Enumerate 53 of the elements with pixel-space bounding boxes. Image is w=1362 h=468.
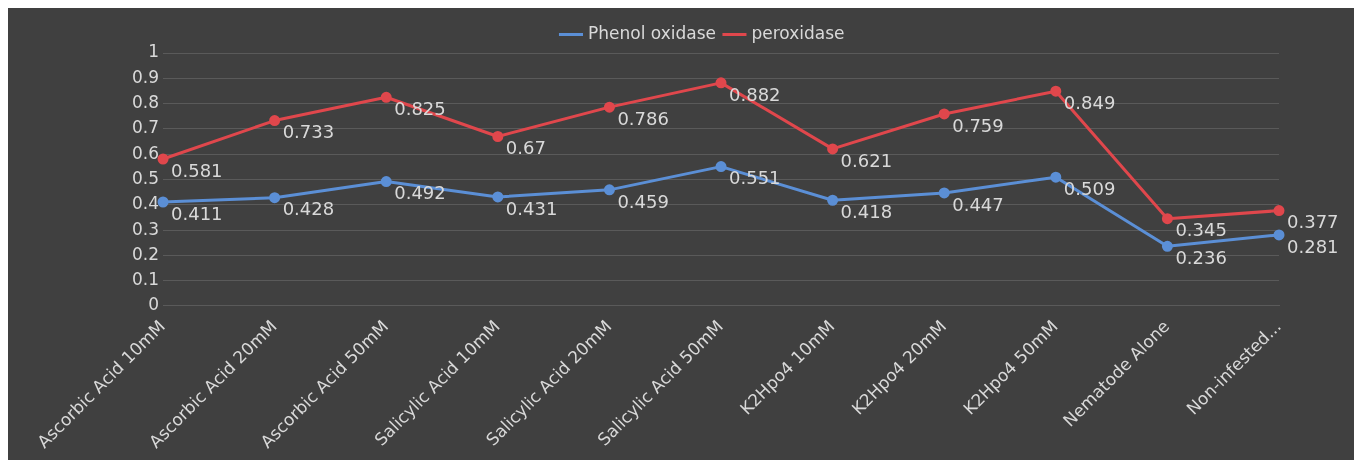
y-tick-label: 0.2 (131, 243, 160, 264)
data-label: 0.447 (952, 193, 1004, 215)
point (269, 192, 281, 204)
point (269, 115, 281, 127)
data-label: 0.459 (617, 190, 669, 212)
data-label: 0.345 (1175, 219, 1227, 241)
point (715, 161, 727, 173)
y-tick-label: 0.7 (131, 117, 160, 138)
legend-label: peroxidase (751, 22, 845, 43)
y-tick-label: 0.4 (131, 193, 160, 214)
data-label: 0.431 (505, 197, 558, 219)
y-tick-label: 0.9 (131, 66, 160, 87)
data-label: 0.786 (617, 107, 669, 129)
data-label: 0.733 (282, 121, 335, 143)
data-label: 0.428 (282, 198, 335, 220)
data-label: 0.581 (171, 159, 223, 181)
point (938, 187, 950, 199)
y-tick-label: 1 (148, 41, 160, 62)
point (938, 108, 950, 120)
data-label: 0.281 (1287, 235, 1339, 257)
y-tick-label: 0 (148, 294, 160, 315)
point (380, 176, 392, 188)
y-tick-label: 0.1 (131, 269, 160, 290)
data-label: 0.377 (1287, 211, 1339, 233)
data-label: 0.849 (1063, 91, 1116, 113)
point (827, 194, 839, 206)
point (603, 184, 615, 196)
data-label: 0.492 (394, 182, 446, 204)
legend-label: Phenol oxidase (587, 22, 716, 43)
point (157, 196, 169, 208)
y-tick-label: 0.3 (131, 218, 160, 239)
point (492, 130, 504, 142)
point (1050, 171, 1062, 183)
y-tick-label: 0.6 (131, 142, 160, 163)
data-label: 0.759 (952, 114, 1004, 136)
point (603, 101, 615, 113)
y-tick-label: 0.8 (131, 92, 160, 113)
y-tick-label: 0.5 (131, 167, 160, 188)
point (1273, 229, 1285, 241)
point (1050, 85, 1062, 97)
data-label: 0.621 (840, 149, 893, 171)
point (1161, 213, 1173, 225)
data-label: 0.411 (171, 202, 223, 224)
point (715, 77, 727, 89)
point (1161, 240, 1173, 252)
data-label: 0.418 (840, 200, 893, 222)
point (492, 191, 504, 203)
data-label: 0.236 (1175, 246, 1227, 268)
data-label: 0.67 (505, 137, 546, 159)
point (827, 143, 839, 155)
point (380, 91, 392, 103)
point (157, 153, 169, 165)
point (1273, 205, 1285, 217)
